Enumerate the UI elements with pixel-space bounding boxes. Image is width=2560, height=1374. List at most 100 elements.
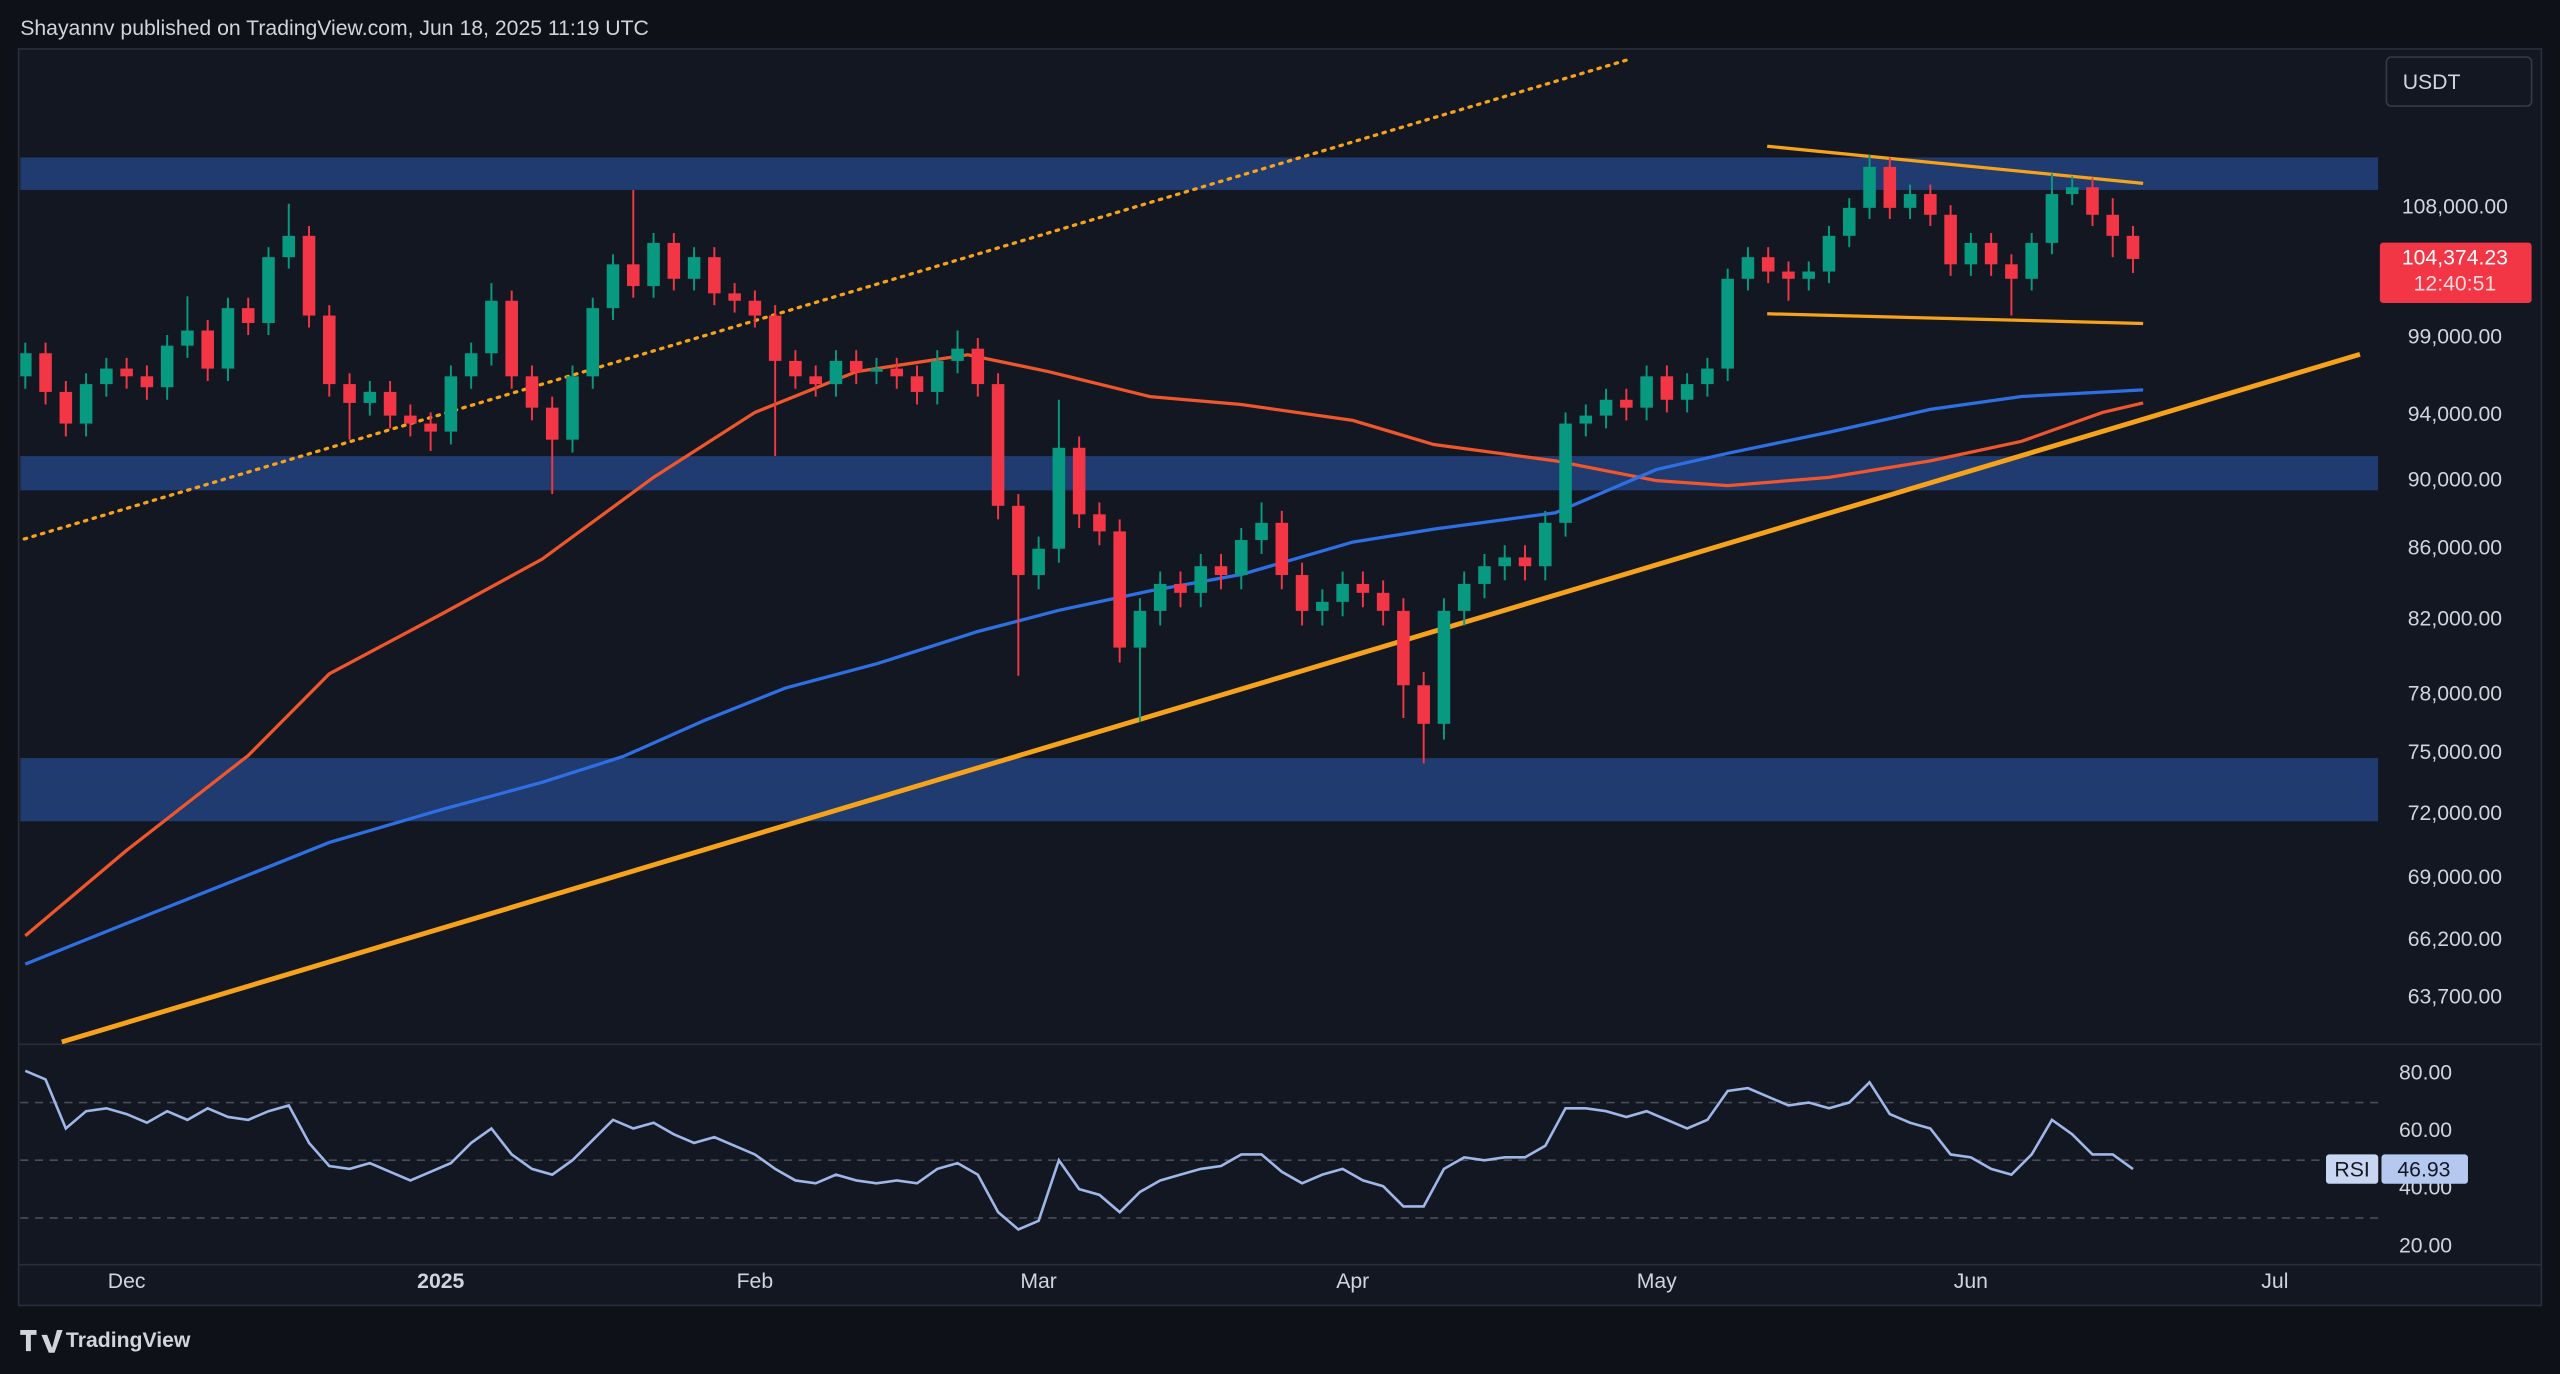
candle-body xyxy=(1559,423,1572,523)
y-tick-label: 60.00 xyxy=(2399,1119,2452,1142)
x-tick-label: May xyxy=(1637,1270,1677,1293)
zone xyxy=(20,456,2379,491)
brand: TradingView xyxy=(66,1329,191,1352)
candle-body xyxy=(1660,376,1674,400)
candle-body xyxy=(424,423,437,432)
candle-body xyxy=(1863,166,1876,208)
candle-body xyxy=(1457,583,1471,611)
candle-body xyxy=(1133,610,1147,648)
candle-body xyxy=(910,376,924,392)
candle-body xyxy=(647,242,660,287)
candle-body xyxy=(323,315,336,385)
candle-body xyxy=(1153,583,1167,611)
candle-body xyxy=(768,315,782,361)
candle-body xyxy=(1782,271,1795,279)
candle-body xyxy=(1093,514,1106,532)
y-tick-label: 90,000.00 xyxy=(2408,468,2502,491)
candle-body xyxy=(1822,235,1836,272)
candle-body xyxy=(606,264,620,309)
trend-line xyxy=(22,57,1633,541)
candle-body xyxy=(1640,376,1653,408)
candle-body xyxy=(1924,194,1937,215)
candle-body xyxy=(1012,505,1025,576)
candle-body xyxy=(951,348,964,361)
candle-body xyxy=(2045,194,2059,243)
candle-body xyxy=(1397,610,1410,686)
candle-body xyxy=(1072,447,1086,515)
trend-line xyxy=(1767,312,2144,326)
candle-body xyxy=(120,368,133,377)
last-price-label: 104,374.23 xyxy=(2402,247,2508,270)
candle-body xyxy=(748,300,762,316)
candle-body xyxy=(849,360,863,372)
currency[interactable]: USDT xyxy=(2403,71,2461,94)
candle-body xyxy=(1194,566,1208,593)
candle-body xyxy=(890,368,904,377)
candle-body xyxy=(1761,257,1775,272)
candle-body xyxy=(1234,540,1248,576)
y-tick-label: 20.00 xyxy=(2399,1234,2452,1257)
rsi-value-box xyxy=(2381,1154,2468,1184)
trend-line xyxy=(1767,144,2144,186)
candle-body xyxy=(1721,278,1734,369)
candle-body xyxy=(1356,583,1370,593)
candle-body xyxy=(404,415,417,424)
y-tick-label: 78,000.00 xyxy=(2408,682,2502,705)
candle-body xyxy=(59,391,73,424)
candle-body xyxy=(2065,187,2079,195)
candle-body xyxy=(1903,194,1917,208)
zone xyxy=(20,157,2379,190)
candle-body xyxy=(1417,685,1430,724)
candle-body xyxy=(1113,531,1126,648)
price-pane xyxy=(20,57,2379,1045)
candle-body xyxy=(627,264,640,287)
candle-body xyxy=(1478,566,1491,584)
candle-body xyxy=(829,360,843,385)
candle-body xyxy=(1437,610,1451,724)
candle-body xyxy=(262,257,275,324)
y-tick-label: 63,700.00 xyxy=(2408,985,2502,1008)
candle-body xyxy=(708,257,721,294)
candle-body xyxy=(1579,415,1593,424)
rsi-pane xyxy=(20,1069,2379,1231)
rsi-value: 46.93 xyxy=(2397,1158,2450,1181)
x-tick-label: Jun xyxy=(1954,1270,1988,1293)
candle-body xyxy=(586,308,600,377)
candle-body xyxy=(140,376,154,388)
moving-average xyxy=(24,353,2144,937)
candle-body xyxy=(991,384,1005,506)
candle-body xyxy=(1295,575,1309,611)
candle-body xyxy=(1255,522,1268,541)
candle-body xyxy=(525,376,539,408)
y-tick-label: 82,000.00 xyxy=(2408,608,2502,631)
zone xyxy=(20,758,2379,822)
candle-body xyxy=(687,257,701,279)
currency-button[interactable] xyxy=(2385,56,2533,107)
candle-body xyxy=(1944,214,1957,265)
candle-body xyxy=(383,391,397,416)
candle-body xyxy=(343,384,356,403)
candle-body xyxy=(809,376,822,385)
candle-body xyxy=(728,293,741,301)
candle-body xyxy=(302,235,316,316)
candle-body xyxy=(485,300,498,354)
y-tick-label: 75,000.00 xyxy=(2408,741,2502,764)
rsi-name-box xyxy=(2326,1154,2379,1184)
candle-body xyxy=(1883,166,1897,208)
candle-body xyxy=(1214,566,1228,576)
countdown: 12:40:51 xyxy=(2414,273,2497,296)
byline: Shayannv published on TradingView.com, J… xyxy=(20,17,649,40)
candle-body xyxy=(1316,601,1329,611)
rsi-line xyxy=(24,1069,2134,1231)
candle-body xyxy=(2086,187,2099,215)
candle-body xyxy=(1174,583,1187,593)
candle-body xyxy=(444,376,458,432)
trend-line xyxy=(61,351,2361,1045)
candle-body xyxy=(1518,557,1532,567)
y-tick-label: 94,000.00 xyxy=(2408,403,2502,426)
candle-body xyxy=(201,330,214,369)
candle-body xyxy=(20,353,32,377)
candle-body xyxy=(505,300,518,377)
candle-body xyxy=(2126,235,2140,259)
